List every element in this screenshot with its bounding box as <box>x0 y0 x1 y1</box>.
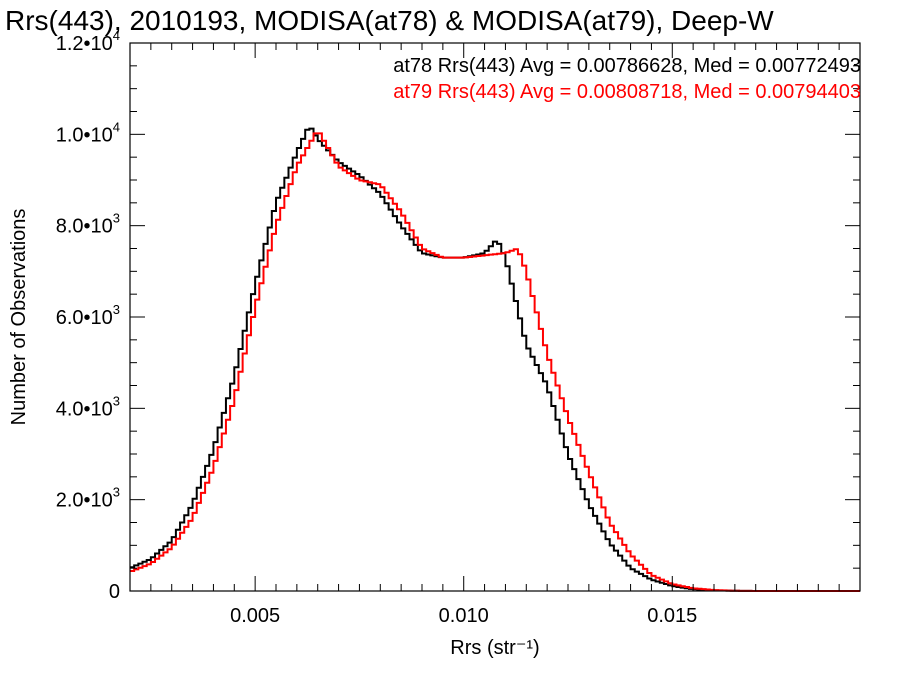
y-tick-label: 8.0•103 <box>56 211 120 238</box>
y-tick-label: 0 <box>109 581 120 603</box>
x-tick-label: 0.005 <box>230 605 280 627</box>
y-tick-label: 6.0•103 <box>56 302 120 329</box>
y-tick-label: 4.0•103 <box>56 393 120 420</box>
y-tick-label: 1.2•104 <box>56 28 120 55</box>
x-axis-label: Rrs (str⁻¹) <box>450 637 539 659</box>
x-tick-label: 0.010 <box>439 605 489 627</box>
chart-title: Rrs(443), 2010193, MODISA(at78) & MODISA… <box>5 5 774 36</box>
y-tick-label: 1.0•104 <box>56 119 120 146</box>
series-layer <box>130 127 860 592</box>
y-axis-label: Number of Observations <box>8 209 30 426</box>
plot-frame <box>129 42 861 592</box>
tick-layer: 0.005 0.010 0.015 0 2.0•103 4.0•103 6.0•103 8.0… <box>56 28 861 627</box>
legend-entry-at79: at79 Rrs(443) Avg = 0.00808718, Med = 0.… <box>393 81 861 103</box>
y-tick-label: 2.0•103 <box>56 485 120 512</box>
x-tick-label: 0.015 <box>647 605 697 627</box>
legend-entry-at78: at78 Rrs(443) Avg = 0.00786628, Med = 0.… <box>393 55 861 77</box>
series-at79-line <box>130 132 860 592</box>
series-at78-line <box>130 127 860 592</box>
